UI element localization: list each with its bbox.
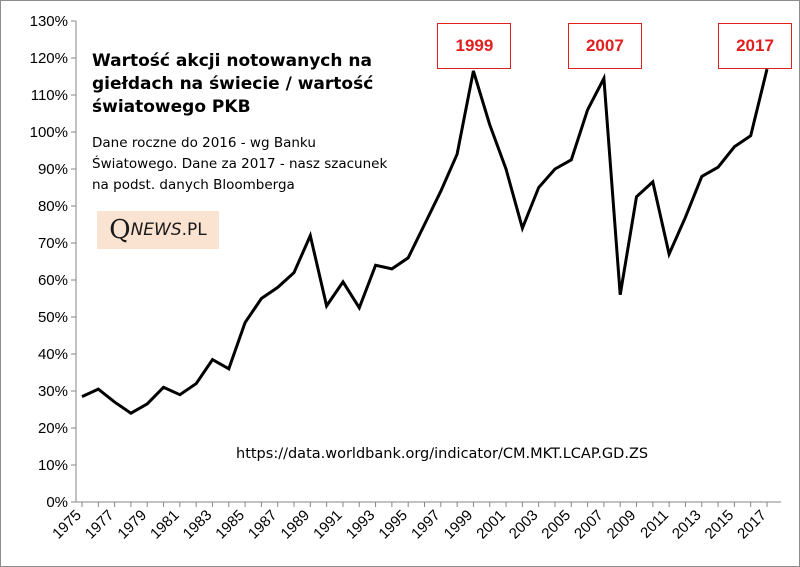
x-tick-label: 1991: [310, 507, 346, 543]
x-tick-label: 1997: [408, 507, 444, 543]
y-tick-label: 130%: [30, 13, 68, 30]
y-tick-label: 20%: [38, 420, 68, 437]
y-tick-label: 70%: [38, 235, 68, 252]
x-tick-label: 1985: [212, 507, 248, 543]
chart-title: Wartość akcji notowanych na giełdach na …: [92, 51, 374, 117]
axes: [71, 20, 781, 507]
logo-q: Q: [109, 215, 131, 245]
y-tick-label: 30%: [38, 383, 68, 400]
y-tick-label: 110%: [31, 87, 68, 104]
x-tick-label: 1995: [375, 507, 411, 543]
x-tick-label: 2001: [473, 507, 509, 543]
x-tick-label: 1993: [343, 507, 379, 543]
x-tick-label: 1999: [441, 507, 477, 543]
y-tick-label: 120%: [30, 50, 68, 67]
y-tick-label: 60%: [38, 272, 68, 289]
y-tick-label: 10%: [38, 457, 68, 474]
source-url: https://data.worldbank.org/indicator/CM.…: [236, 446, 649, 462]
x-tick-label: 2005: [538, 507, 574, 543]
logo-news: NEWS: [130, 220, 182, 240]
x-tick-label: 1989: [278, 507, 314, 543]
annotation-2007: 2007: [567, 23, 642, 69]
x-tick-label: 1975: [49, 507, 85, 543]
x-tick-label: 1983: [180, 507, 216, 543]
annotation-1999: 1999: [437, 23, 512, 69]
y-tick-label: 0%: [46, 494, 68, 511]
series-line: [81, 68, 769, 415]
x-tick-labels: 1975197719791981198319851987198919911993…: [49, 507, 770, 543]
y-tick-label: 90%: [38, 161, 68, 178]
qnews-logo: Q NEWS .PL: [97, 211, 219, 249]
x-tick-label: 2009: [604, 507, 640, 543]
y-tick-label: 100%: [30, 124, 68, 141]
x-tick-label: 1977: [82, 507, 118, 543]
y-tick-labels: 0% 10% 20% 30% 40% 50% 60% 70% 80% 90% 100% 110% 120…: [30, 13, 68, 511]
x-tick-label: 2007: [571, 507, 607, 543]
chart-subtitle: Dane roczne do 2016 - wg Banku Światoweg…: [92, 135, 388, 193]
annotation-2017: 2017: [718, 23, 792, 69]
x-tick-label: 1987: [245, 507, 281, 543]
y-tick-label: 40%: [38, 346, 68, 363]
x-tick-label: 2015: [702, 507, 738, 543]
x-tick-label: 2013: [669, 507, 705, 543]
y-tick-label: 50%: [38, 309, 68, 326]
x-tick-label: 2017: [734, 507, 770, 543]
logo-pl: .PL: [181, 220, 207, 240]
x-tick-label: 2003: [506, 507, 542, 543]
x-tick-label: 2011: [637, 507, 672, 542]
x-tick-label: 1981: [147, 507, 183, 543]
y-tick-label: 80%: [38, 198, 68, 215]
x-tick-label: 1979: [114, 507, 150, 543]
